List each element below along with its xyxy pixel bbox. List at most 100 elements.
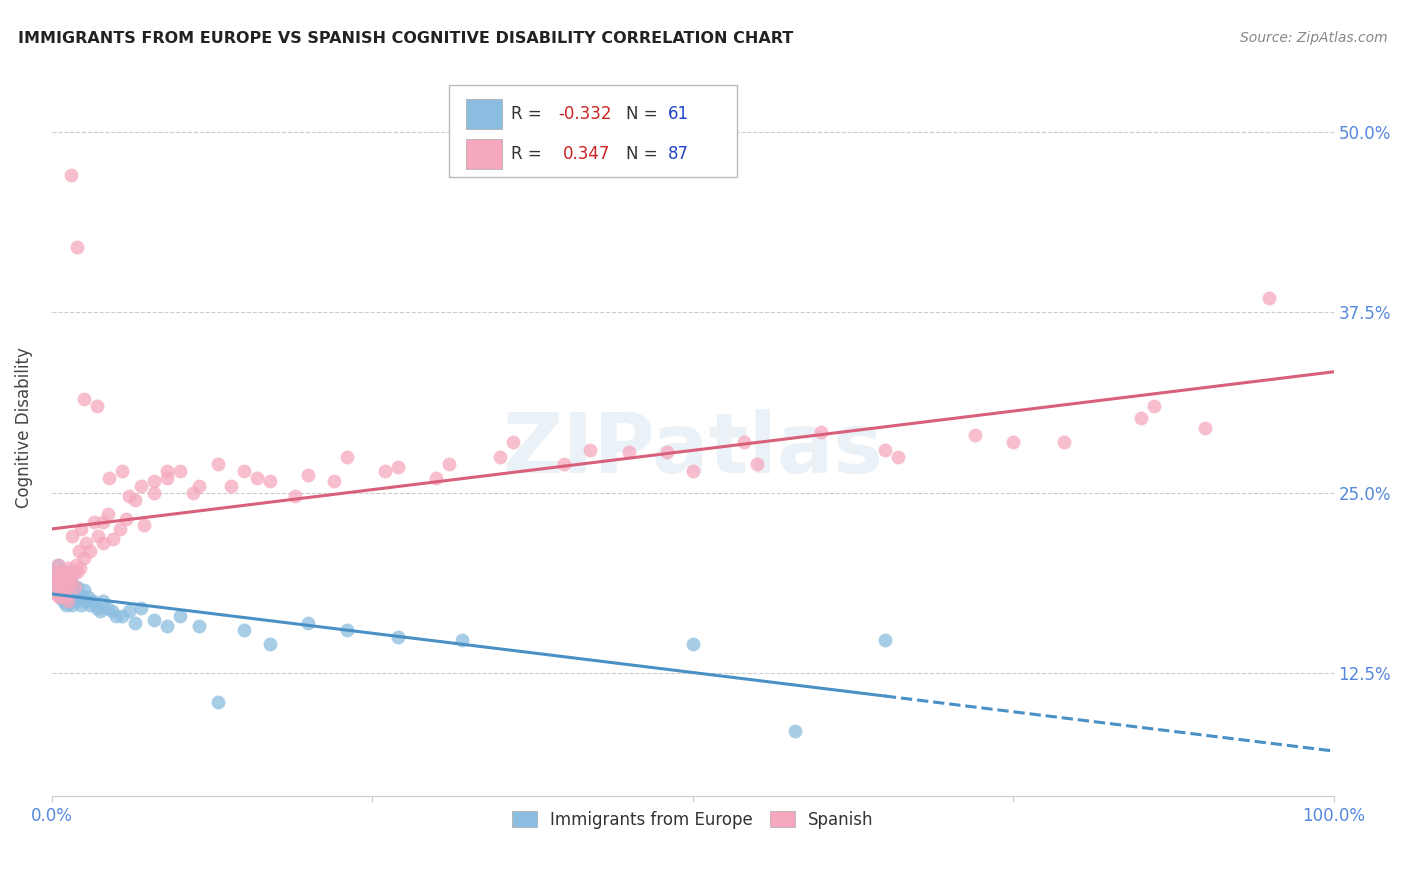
Point: [60, 599, 83, 613]
Point: [45, 580, 67, 594]
Point: [1002, 435, 1025, 450]
Point: [156, 618, 179, 632]
Point: [131, 478, 153, 492]
Point: [63, 580, 86, 594]
Point: [55, 599, 77, 613]
Point: [169, 464, 191, 478]
Point: [118, 489, 141, 503]
Point: [59, 584, 82, 599]
Point: [335, 623, 357, 637]
Text: 0.347: 0.347: [564, 145, 610, 163]
Point: [1258, 291, 1281, 305]
Point: [59, 168, 82, 182]
Text: N =: N =: [626, 145, 662, 163]
Point: [1194, 421, 1216, 435]
Point: [56, 580, 79, 594]
Point: [91, 536, 114, 550]
Point: [387, 459, 409, 474]
Point: [53, 590, 76, 604]
Point: [45, 569, 67, 583]
Point: [59, 590, 82, 604]
Point: [207, 457, 229, 471]
Point: [886, 450, 908, 464]
Point: [111, 608, 134, 623]
FancyBboxPatch shape: [465, 139, 502, 169]
Text: R =: R =: [510, 145, 553, 163]
Point: [655, 445, 678, 459]
Point: [156, 464, 179, 478]
Point: [132, 517, 155, 532]
Point: [91, 515, 114, 529]
Point: [322, 475, 344, 489]
Point: [124, 615, 146, 630]
Point: [86, 399, 108, 413]
Point: [131, 601, 153, 615]
Point: [46, 575, 69, 590]
Point: [52, 575, 75, 590]
Point: [873, 442, 896, 457]
Point: [67, 590, 90, 604]
Point: [579, 442, 602, 457]
Point: [76, 590, 98, 604]
Point: [97, 508, 120, 522]
Point: [62, 580, 84, 594]
Point: [46, 580, 69, 594]
Point: [103, 532, 125, 546]
Point: [45, 587, 67, 601]
FancyBboxPatch shape: [465, 99, 502, 128]
Point: [873, 633, 896, 648]
Point: [335, 450, 357, 464]
Point: [86, 601, 108, 615]
Point: [55, 580, 77, 594]
Point: [52, 575, 75, 590]
Point: [67, 543, 90, 558]
Point: [451, 633, 474, 648]
Text: 87: 87: [668, 145, 689, 163]
Point: [62, 566, 84, 580]
Point: [58, 596, 80, 610]
Point: [96, 601, 118, 615]
Point: [48, 584, 70, 599]
Point: [553, 457, 575, 471]
Point: [963, 428, 986, 442]
Point: [51, 582, 73, 597]
Point: [745, 457, 768, 471]
Point: [785, 724, 807, 739]
Point: [65, 594, 87, 608]
Text: -0.332: -0.332: [558, 105, 612, 123]
Point: [59, 575, 82, 590]
Point: [82, 594, 104, 608]
Point: [246, 471, 269, 485]
Point: [233, 623, 256, 637]
Point: [60, 576, 83, 591]
Point: [101, 604, 124, 618]
Point: [59, 569, 82, 583]
Point: [219, 478, 242, 492]
Point: [73, 582, 96, 597]
Point: [60, 529, 83, 543]
Point: [297, 468, 319, 483]
Point: [169, 608, 191, 623]
Point: [66, 566, 89, 580]
Point: [44, 566, 66, 580]
Text: Source: ZipAtlas.com: Source: ZipAtlas.com: [1240, 31, 1388, 45]
Point: [284, 489, 307, 503]
Point: [73, 550, 96, 565]
Point: [87, 529, 110, 543]
Point: [682, 637, 704, 651]
Point: [124, 493, 146, 508]
Point: [79, 543, 101, 558]
Point: [104, 608, 127, 623]
Point: [118, 604, 141, 618]
Point: [115, 512, 138, 526]
Point: [75, 594, 97, 608]
Point: [297, 615, 319, 630]
Point: [437, 457, 460, 471]
Point: [188, 618, 211, 632]
Point: [58, 594, 80, 608]
Point: [79, 599, 101, 613]
Point: [83, 515, 105, 529]
Point: [51, 564, 73, 578]
Point: [42, 575, 65, 590]
Point: [810, 425, 832, 440]
